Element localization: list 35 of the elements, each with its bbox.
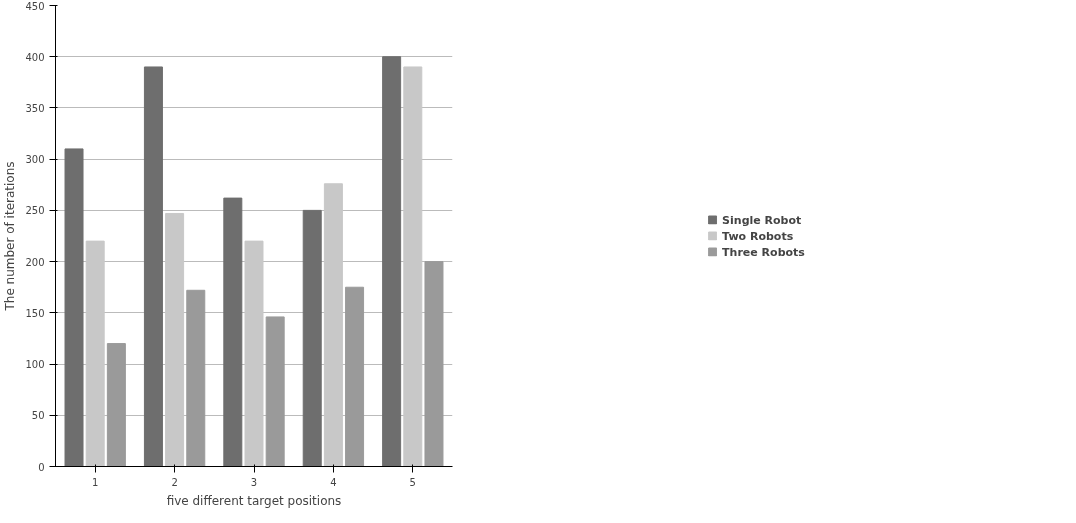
bar [403, 66, 423, 467]
x-axis-title: five different target positions [166, 493, 342, 508]
bar [106, 343, 126, 467]
y-tick-label: 0 [38, 461, 45, 473]
bar [186, 289, 206, 467]
y-tick-label: 250 [25, 205, 45, 217]
bar [244, 240, 264, 467]
y-tick-label: 200 [25, 256, 45, 268]
y-tick-label: 400 [25, 51, 45, 63]
x-tick-label: 2 [171, 476, 178, 488]
y-tick-label: 350 [25, 102, 45, 114]
bar [323, 183, 343, 467]
bar [85, 240, 105, 467]
y-tick-label: 50 [31, 410, 45, 422]
bar [345, 286, 365, 467]
legend-label: Two Robots [722, 229, 794, 242]
x-tick-label: 3 [250, 476, 258, 488]
legend-label: Single Robot [722, 213, 802, 226]
legend-label: Three Robots [722, 245, 805, 258]
y-tick-label: 300 [25, 154, 45, 166]
x-tick-label: 4 [330, 476, 337, 488]
y-tick-label: 150 [25, 307, 45, 319]
x-tick-label: 5 [409, 476, 416, 488]
bar [165, 212, 185, 467]
bar [382, 56, 402, 467]
y-tick-label: 450 [25, 0, 45, 12]
bar [64, 148, 84, 467]
x-tick-label: 1 [92, 476, 99, 488]
bar [143, 66, 163, 467]
y-axis-title: The number of iterations [3, 161, 18, 312]
bar [265, 316, 285, 467]
y-tick-label: 100 [25, 359, 45, 371]
bar [302, 209, 322, 467]
bar [424, 261, 444, 467]
bar [223, 197, 243, 467]
